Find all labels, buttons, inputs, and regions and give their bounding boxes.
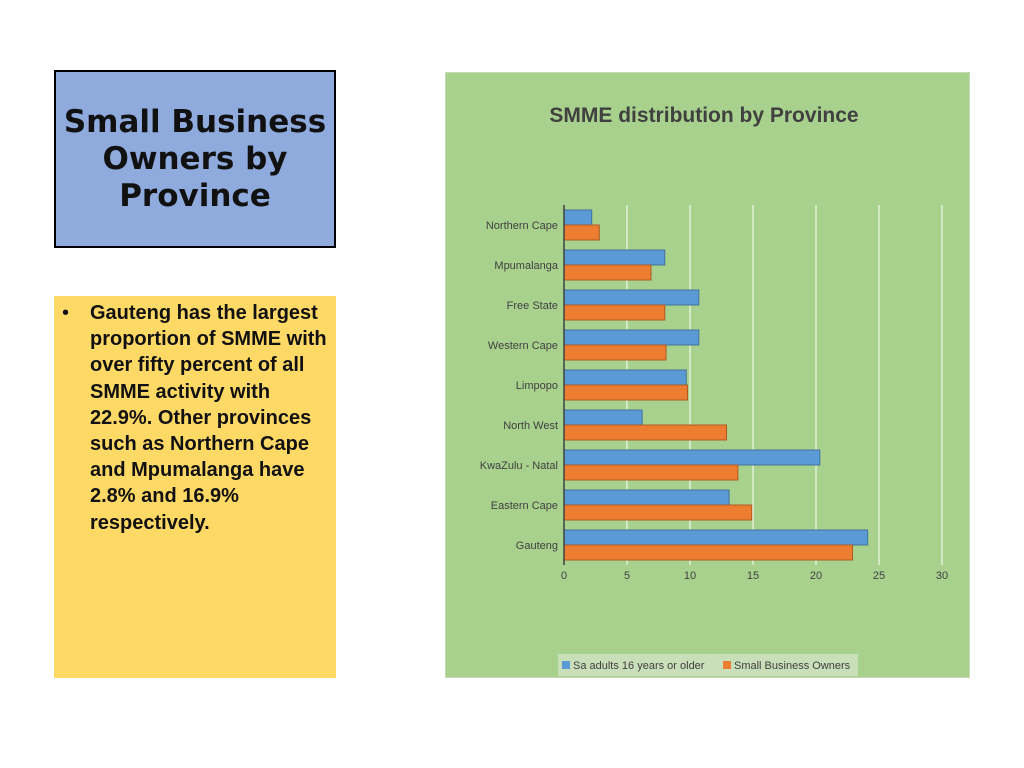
bar-adults (563, 329, 700, 346)
bullet-item: • Gauteng has the largest proportion of … (62, 300, 328, 536)
category-label: Gauteng (516, 540, 558, 552)
bar-owners (563, 224, 600, 241)
category-label: Western Cape (488, 340, 558, 352)
bullet-box: • Gauteng has the largest proportion of … (54, 296, 336, 678)
bar-adults (563, 449, 821, 466)
x-tick-label: 15 (747, 570, 759, 582)
category-label: Mpumalanga (494, 260, 558, 272)
title-box: Small Business Owners by Province (54, 70, 336, 248)
bar-chart: SMME distribution by Province Northern Ca… (480, 104, 948, 676)
category-label: Northern Cape (486, 220, 558, 232)
bar-adults (563, 489, 730, 506)
bar-owners (563, 424, 728, 441)
category-label: Limpopo (516, 380, 558, 392)
bar-owners (563, 384, 688, 401)
x-tick-label: 5 (624, 570, 630, 582)
legend-label: Sa adults 16 years or older (573, 660, 705, 672)
x-tick-label: 10 (684, 570, 696, 582)
bar-adults (563, 369, 687, 386)
bar-adults (563, 249, 666, 266)
chart-panel: SMME distribution by Province Northern Ca… (445, 72, 970, 678)
bar-owners (563, 304, 666, 321)
chart-title: SMME distribution by Province (549, 104, 858, 127)
category-label: Free State (507, 300, 558, 312)
bar-adults (563, 529, 869, 546)
bar-owners (563, 264, 652, 281)
x-tick-label: 30 (936, 570, 948, 582)
bullet-symbol: • (62, 302, 70, 324)
x-tick-label: 25 (873, 570, 885, 582)
bar-owners (563, 504, 753, 521)
bullet-text: Gauteng has the largest proportion of SM… (90, 302, 327, 534)
legend-box (558, 654, 858, 676)
bar-owners (563, 544, 854, 561)
category-label: North West (503, 420, 558, 432)
bar-adults (563, 409, 643, 426)
slide-title: Small Business Owners by Province (63, 103, 327, 214)
bar-adults (563, 209, 593, 226)
category-label: Eastern Cape (491, 500, 558, 512)
legend-label: Small Business Owners (734, 660, 851, 672)
legend-swatch (562, 661, 570, 669)
bar-owners (563, 344, 667, 361)
x-tick-label: 0 (561, 570, 567, 582)
x-tick-label: 20 (810, 570, 822, 582)
bar-adults (563, 289, 700, 306)
legend-swatch (723, 661, 731, 669)
category-label: KwaZulu - Natal (480, 460, 558, 472)
bar-owners (563, 464, 739, 481)
